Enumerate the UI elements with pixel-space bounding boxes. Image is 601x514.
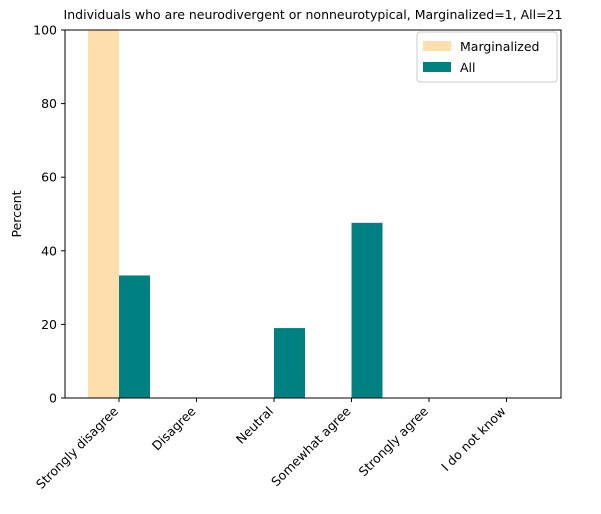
y-tick-label: 100 <box>33 23 57 38</box>
bars-group <box>88 30 383 398</box>
legend-swatch-all <box>423 62 451 72</box>
chart-title: Individuals who are neurodivergent or no… <box>64 7 563 22</box>
x-tick-label: Strongly disagree <box>33 403 121 491</box>
legend-label-marginalized: Marginalized <box>460 39 540 54</box>
legend-swatch-marginalized <box>423 41 451 51</box>
y-tick-label: 40 <box>41 243 57 258</box>
bar-all-0 <box>119 275 150 398</box>
legend-label-all: All <box>460 60 476 75</box>
x-tick-label: I do not know <box>438 404 509 475</box>
y-axis-label: Percent <box>9 190 24 237</box>
x-tick-label: Strongly agree <box>356 403 432 479</box>
y-tick-label: 60 <box>41 170 57 185</box>
y-axis: 0 20 40 60 80 100 <box>33 23 65 406</box>
y-tick-label: 80 <box>41 96 57 111</box>
legend-frame <box>416 31 558 83</box>
bar-marginalized-0 <box>88 30 119 398</box>
bar-all-2 <box>274 328 305 398</box>
y-tick-label: 20 <box>41 317 57 332</box>
x-tick-label: Somewhat agree <box>268 403 354 489</box>
plot-frame <box>64 29 562 399</box>
legend: Marginalized All <box>416 31 558 83</box>
x-tick-label: Disagree <box>149 403 199 453</box>
y-tick-label: 0 <box>49 391 57 406</box>
x-axis: Strongly disagree Disagree NeutralSomewhat… <box>33 398 509 492</box>
bar-all-3 <box>351 222 383 398</box>
x-tick-label: Neutral <box>233 404 276 447</box>
